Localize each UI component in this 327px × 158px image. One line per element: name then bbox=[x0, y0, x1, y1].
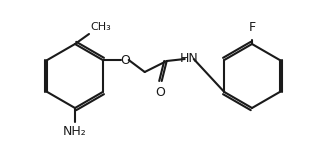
Text: NH₂: NH₂ bbox=[63, 125, 87, 138]
Text: O: O bbox=[120, 54, 129, 67]
Text: CH₃: CH₃ bbox=[90, 22, 111, 32]
Text: HN: HN bbox=[179, 52, 198, 64]
Text: O: O bbox=[155, 86, 165, 99]
Text: F: F bbox=[249, 21, 256, 34]
